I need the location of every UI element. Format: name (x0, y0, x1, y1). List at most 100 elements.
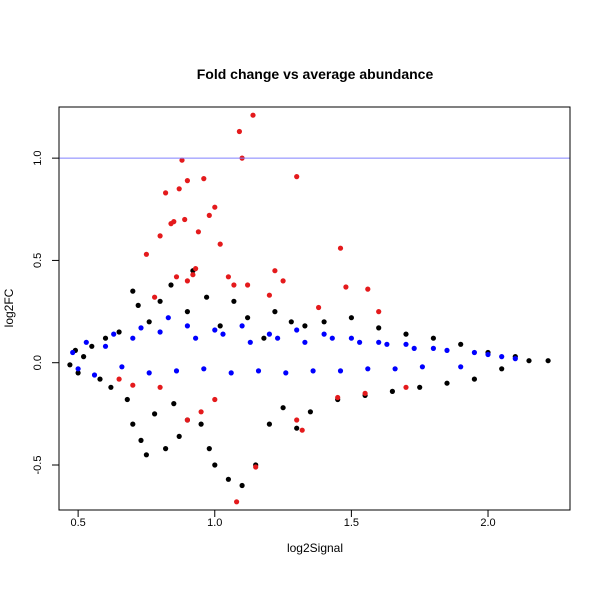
data-point (201, 366, 207, 372)
data-point (157, 329, 163, 335)
data-point (275, 335, 281, 341)
data-point (70, 349, 76, 356)
data-point (179, 157, 185, 163)
data-point (316, 304, 322, 311)
data-point (526, 358, 532, 364)
data-point (204, 294, 210, 300)
data-point (198, 409, 204, 415)
data-point (272, 268, 278, 274)
data-point (485, 351, 491, 358)
data-point (168, 282, 174, 288)
data-point (545, 358, 551, 364)
data-point (225, 476, 231, 482)
data-point (130, 382, 136, 388)
data-point (146, 370, 152, 376)
data-point (499, 354, 505, 360)
data-point (458, 341, 464, 347)
y-axis-label: log2FC (2, 288, 16, 327)
data-point (173, 368, 180, 374)
x-axis-label: log2Signal (287, 541, 343, 555)
data-points (67, 112, 551, 505)
data-point (157, 298, 163, 304)
data-point (245, 282, 251, 288)
data-point (119, 364, 125, 370)
data-point (102, 335, 109, 341)
data-point (91, 372, 98, 378)
x-tick-label: 1.5 (344, 517, 359, 529)
data-point (157, 384, 163, 390)
data-point (430, 345, 436, 351)
data-point (165, 315, 171, 321)
y-tick-label: 0.5 (32, 253, 44, 268)
data-point (212, 396, 218, 403)
data-point (430, 335, 436, 341)
data-point (102, 343, 109, 349)
data-point (212, 204, 218, 210)
data-point (321, 331, 327, 337)
data-point (294, 327, 300, 333)
data-point (171, 401, 177, 407)
data-point (245, 315, 251, 321)
data-point (231, 282, 237, 288)
data-point (83, 339, 89, 345)
data-point (193, 335, 199, 341)
data-point (234, 499, 240, 505)
data-point (130, 335, 136, 341)
data-point (471, 376, 477, 382)
data-point (253, 464, 259, 470)
data-point (130, 421, 136, 427)
data-point (184, 323, 190, 329)
data-point (321, 319, 327, 325)
data-point (201, 176, 207, 182)
data-point (302, 339, 308, 345)
data-point (190, 272, 196, 278)
data-point (294, 417, 300, 423)
data-point (124, 396, 130, 403)
y-tick-label: 1.0 (32, 150, 44, 165)
data-point (280, 405, 286, 411)
data-point (343, 284, 349, 290)
data-point (280, 278, 286, 284)
data-point (411, 345, 417, 351)
data-point (75, 366, 81, 372)
data-point (266, 331, 272, 337)
data-point (176, 433, 182, 439)
data-point (348, 315, 354, 321)
data-point (376, 325, 382, 331)
data-point (266, 421, 272, 427)
data-point (206, 446, 212, 452)
data-point (283, 370, 289, 376)
data-point (365, 366, 371, 372)
data-point (220, 331, 226, 337)
x-tick-label: 1.0 (207, 517, 222, 529)
data-point (307, 409, 313, 415)
data-point (403, 384, 409, 390)
data-point (195, 229, 201, 235)
data-point (337, 245, 344, 251)
data-point (138, 437, 144, 443)
data-point (135, 302, 141, 308)
data-point (212, 327, 218, 333)
data-point (337, 368, 344, 374)
y-axis: -0.5 0.0 0.5 1.0 (32, 150, 60, 474)
data-point (365, 286, 371, 292)
data-point (184, 178, 190, 184)
y-tick-label: 0.0 (32, 355, 44, 370)
data-point (236, 128, 242, 135)
data-point (419, 364, 425, 370)
data-point (348, 335, 354, 341)
data-point (266, 292, 272, 298)
data-point (239, 482, 245, 489)
data-point (184, 417, 190, 423)
data-point (288, 319, 294, 325)
data-point (362, 390, 368, 396)
data-point (294, 425, 300, 431)
data-point (217, 323, 223, 329)
data-point (247, 339, 253, 345)
data-point (89, 343, 95, 349)
data-point (206, 212, 212, 218)
data-point (111, 331, 117, 337)
data-point (302, 323, 308, 329)
data-point (138, 325, 144, 331)
